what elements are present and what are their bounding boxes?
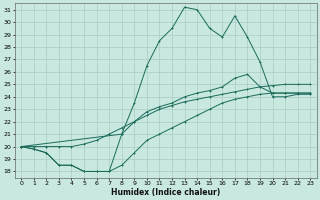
- X-axis label: Humidex (Indice chaleur): Humidex (Indice chaleur): [111, 188, 220, 197]
